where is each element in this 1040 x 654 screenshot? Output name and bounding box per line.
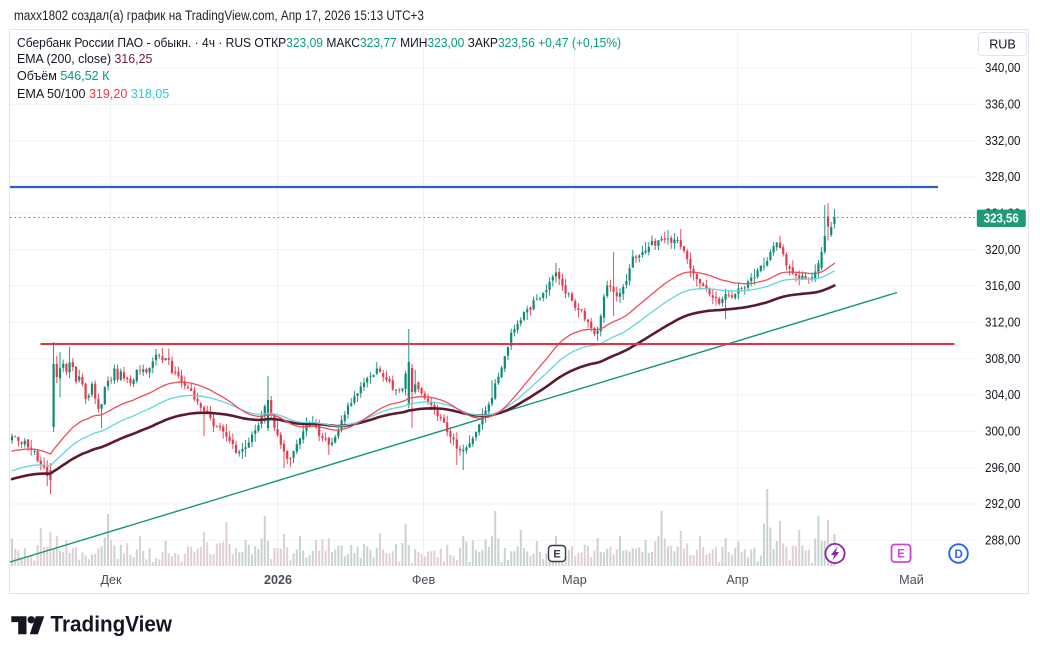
svg-text:332,00: 332,00 [985, 134, 1021, 148]
svg-text:292,00: 292,00 [985, 497, 1021, 511]
svg-text:EMA 50/100 319,20 318,05: EMA 50/100 319,20 318,05 [17, 86, 169, 101]
svg-text:304,00: 304,00 [985, 388, 1021, 402]
svg-text:320,00: 320,00 [985, 243, 1021, 257]
svg-text:308,00: 308,00 [985, 352, 1021, 366]
svg-text:Сбербанк России ПАО - обыкн. ·: Сбербанк России ПАО - обыкн. · 4ч · RUS … [17, 35, 621, 50]
svg-text:maxx1802 создал(а) график на T: maxx1802 создал(а) график на TradingView… [14, 7, 424, 23]
svg-text:Объём 546,52 К: Объём 546,52 К [17, 67, 110, 82]
svg-text:E: E [553, 549, 560, 561]
svg-text:340,00: 340,00 [985, 61, 1021, 75]
svg-text:D: D [954, 549, 962, 561]
svg-text:316,00: 316,00 [985, 279, 1021, 293]
svg-text:2026: 2026 [264, 573, 292, 587]
svg-text:312,00: 312,00 [985, 316, 1021, 330]
svg-text:296,00: 296,00 [985, 461, 1021, 475]
svg-text:Май: Май [899, 573, 924, 587]
svg-text:288,00: 288,00 [985, 534, 1021, 548]
svg-text:323,56: 323,56 [984, 212, 1019, 226]
svg-text:300,00: 300,00 [985, 425, 1021, 439]
svg-text:TradingView: TradingView [51, 611, 173, 637]
svg-text:E: E [897, 549, 905, 561]
svg-text:Фев: Фев [412, 573, 436, 587]
svg-text:Мар: Мар [562, 573, 587, 587]
svg-text:Дек: Дек [100, 573, 122, 587]
svg-text:328,00: 328,00 [985, 170, 1021, 184]
svg-text:RUB: RUB [989, 38, 1016, 52]
svg-text:Апр: Апр [726, 573, 748, 587]
svg-text:336,00: 336,00 [985, 98, 1021, 112]
svg-text:EMA (200, close) 316,25: EMA (200, close) 316,25 [17, 51, 152, 66]
